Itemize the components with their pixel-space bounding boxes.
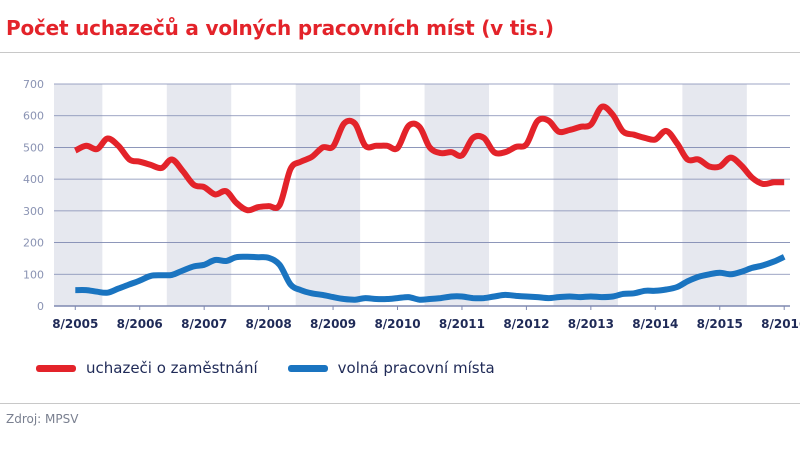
series-lines [73,103,786,303]
x-tick-label-2: 8/2007 [181,317,227,331]
shaded-year-bands [54,84,747,306]
x-tick-label-8: 8/2013 [568,317,614,331]
x-axis-tick-labels: 8/2005 8/2006 8/2007 8/2008 8/2009 8/2010 8/20… [52,306,800,331]
legend-item-vacancies: volná pracovní místa [287,359,495,377]
footer-divider [0,403,800,404]
y-tick-label-700: 700 [23,78,44,91]
x-tick-label-6: 8/2011 [439,317,485,331]
y-tick-label-500: 500 [23,141,44,154]
y-tick-label-400: 400 [23,173,44,186]
x-tick-label-7: 8/2012 [503,317,549,331]
shaded-band-5 [682,84,747,306]
shaded-band-2 [295,84,361,306]
legend-swatch-vacancies [287,364,328,372]
legend-item-applicants: uchazeči o zaměstnání [36,359,258,377]
x-tick-label-4: 8/2009 [310,317,356,331]
y-tick-label-100: 100 [23,268,44,281]
y-tick-label-200: 200 [23,237,44,250]
x-tick-label-10: 8/2015 [697,317,743,331]
x-tick-label-5: 8/2010 [374,317,420,331]
source-note: Zdroj: MPSV [6,412,79,426]
x-tick-label-11: 8/2016 [761,317,800,331]
title-divider [0,52,800,53]
series-line-vacancies [75,253,786,303]
x-tick-label-3: 8/2008 [246,317,292,331]
legend-label-vacancies: volná pracovní místa [337,359,495,377]
shaded-band-0 [54,84,103,306]
chart-title: Počet uchazečů a volných pracovních míst… [6,16,554,40]
x-tick-label-9: 8/2014 [632,317,678,331]
y-gridlines [54,83,790,307]
y-tick-label-600: 600 [23,110,44,123]
legend-swatch-applicants [36,364,76,372]
shaded-band-3 [424,84,490,306]
y-tick-label-300: 300 [23,205,44,218]
shaded-band-4 [553,84,618,306]
series-line-applicants [73,103,785,214]
y-tick-label-0: 0 [37,300,44,313]
legend-label-applicants: uchazeči o zaměstnání [86,359,258,377]
chart-legend: uchazeči o zaměstnání volná pracovní mís… [36,357,525,379]
x-tick-label-1: 8/2006 [117,317,163,331]
y-axis-tick-labels: 0 100 200 300 400 500 600 700 [23,78,44,313]
x-tick-label-0: 8/2005 [52,317,98,331]
